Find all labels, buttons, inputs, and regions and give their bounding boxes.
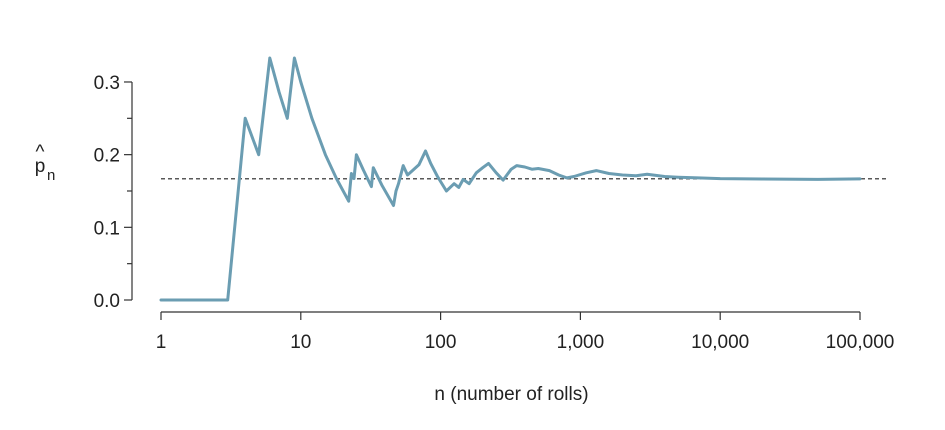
series-line <box>159 56 862 302</box>
x-tick-label: 10 <box>290 332 311 353</box>
y-axis: 0.0 0.1 0.2 0.3 <box>94 73 133 312</box>
x-axis-label: n (number of rolls) <box>434 384 588 405</box>
x-tick-label: 100 <box>425 332 457 353</box>
y-axis-label-subscript: n <box>47 167 55 184</box>
y-tick-label: 0.2 <box>94 146 120 167</box>
x-tick-label: 1 <box>156 332 167 353</box>
x-tick-label: 100,000 <box>826 332 895 353</box>
x-tick-label: 10,000 <box>691 332 749 353</box>
y-axis-label: ^ p n <box>35 142 56 184</box>
y-tick-label: 0.3 <box>94 73 120 94</box>
x-tick-label: 1,000 <box>557 332 605 353</box>
x-axis: 1 10 100 1,000 10,000 100,000 <box>156 311 895 353</box>
plot-area <box>159 56 888 302</box>
y-axis-label-accent: ^ <box>36 142 45 163</box>
y-axis-label-base: p <box>35 156 46 177</box>
y-tick-label: 0.1 <box>94 218 120 239</box>
y-tick-label: 0.0 <box>94 291 120 312</box>
